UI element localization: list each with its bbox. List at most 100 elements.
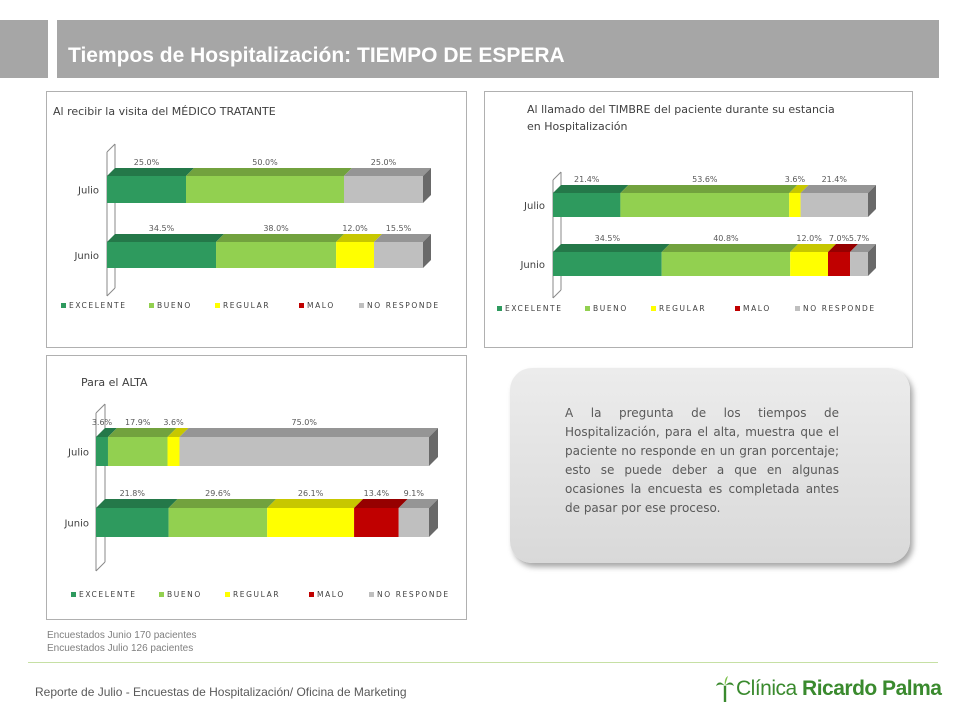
data-label-excelente-junio: 34.5% [595, 234, 621, 243]
bar-side-julio [423, 168, 431, 203]
bar-top-excelente-junio [107, 234, 225, 242]
page-title: Tiempos de Hospitalización: TIEMPO DE ES… [68, 44, 565, 67]
data-label-no-responde-julio: 25.0% [371, 158, 397, 167]
data-label-excelente-junio: 34.5% [149, 224, 175, 233]
bar-top-regular-julio [167, 428, 189, 437]
bar-top-bueno-julio [620, 185, 798, 193]
chart-medico-svg: Julio 25.0% 50.0% 25.0% Junio 34.5% 38.0% 12.0%… [61, 143, 440, 310]
data-label-bueno-junio: 29.6% [205, 489, 231, 498]
bar-top-excelente-julio [107, 168, 194, 176]
bar-excelente-julio [107, 176, 186, 203]
header-bar [57, 20, 939, 78]
axis-top-edge [95, 403, 106, 414]
logo-wordmark: Clínica Ricardo Palma [736, 677, 942, 701]
bar-top-no-responde-julio [800, 185, 876, 193]
bar-top-bueno-junio [216, 234, 345, 242]
legend-label-malo: MALO [307, 301, 335, 310]
data-label-regular-julio: 3.6% [785, 175, 806, 184]
note-text: A la pregunta de los tiempos de Hospital… [565, 406, 839, 515]
bar-top-bueno-junio [661, 244, 799, 252]
legend-label-malo: MALO [743, 304, 771, 313]
data-label-bueno-julio: 50.0% [252, 158, 278, 167]
logo-word-name: Ricardo Palma [796, 677, 942, 700]
legend-swatch-no-responde [369, 592, 374, 597]
legend-label-malo: MALO [317, 590, 345, 599]
bar-top-no-responde-junio [850, 244, 876, 252]
legend-label-bueno: BUENO [593, 304, 628, 313]
data-label-bueno-julio: 53.6% [692, 175, 718, 184]
bar-top-regular-junio [790, 244, 836, 252]
bar-excelente-junio [107, 242, 217, 268]
category-label-julio: Julio [523, 201, 545, 212]
bar-side-junio [423, 234, 431, 268]
legend-label-no-responde: NO RESPONDE [367, 301, 440, 310]
legend-swatch-bueno [149, 303, 154, 308]
data-label-bueno-junio: 40.8% [713, 234, 739, 243]
bar-excelente-junio [553, 252, 662, 276]
chart-panel-alta: Para el ALTA Julio 3.6% 17.9% 3.6% 75.0% Juni… [46, 355, 467, 620]
legend-label-regular: REGULAR [659, 304, 706, 313]
bar-top-no-responde-julio [344, 168, 431, 176]
bar-top-bueno-julio [186, 168, 352, 176]
axis-bottom-edge [106, 287, 116, 297]
legend-label-excelente: EXCELENTE [79, 590, 137, 599]
legend-swatch-regular [215, 303, 220, 308]
bar-top-excelente-junio [553, 244, 670, 252]
note-callout [510, 368, 910, 563]
axis-top-edge [106, 143, 116, 153]
bar-top-excelente-julio [553, 185, 629, 193]
bar-top-bueno-julio [107, 428, 177, 437]
bar-regular-junio [790, 252, 828, 276]
bar-top-malo-junio [827, 244, 859, 252]
legend-swatch-malo [735, 306, 740, 311]
legend-label-no-responde: NO RESPONDE [377, 590, 450, 599]
bar-bueno-julio [620, 193, 790, 217]
bar-bueno-junio [168, 508, 268, 537]
data-label-no-responde-julio: 75.0% [292, 418, 318, 427]
bar-top-excelente-junio [96, 499, 178, 508]
data-label-excelente-junio: 21.8% [120, 489, 146, 498]
category-label-junio: Junio [63, 519, 89, 530]
footer-text: Reporte de Julio - Encuestas de Hospital… [35, 685, 407, 699]
data-label-bueno-junio: 38.0% [263, 224, 289, 233]
legend-label-bueno: BUENO [157, 301, 192, 310]
data-label-excelente-julio: 25.0% [134, 158, 160, 167]
bar-no-responde-julio [800, 193, 868, 217]
bar-no-responde-junio [850, 252, 868, 276]
bar-side-julio [429, 428, 438, 466]
chart-panel-timbre: Al llamado del TIMBRE del paciente duran… [484, 91, 913, 348]
bar-side-julio [868, 185, 876, 217]
bar-excelente-julio [553, 193, 621, 217]
data-label-regular-junio: 26.1% [298, 489, 324, 498]
bar-regular-julio [789, 193, 801, 217]
legend-swatch-excelente [61, 303, 66, 308]
legend-swatch-bueno [159, 592, 164, 597]
data-label-no-responde-junio: 5.7% [849, 234, 870, 243]
bar-bueno-junio [216, 242, 337, 268]
data-label-regular-junio: 12.0% [342, 224, 368, 233]
data-label-malo-junio: 13.4% [364, 489, 390, 498]
bar-no-responde-junio [374, 242, 423, 268]
data-label-regular-junio: 12.0% [796, 234, 822, 243]
header-accent-block [0, 20, 48, 78]
bar-regular-junio [267, 508, 355, 537]
bar-top-regular-julio [789, 185, 809, 193]
bar-top-bueno-junio [168, 499, 277, 508]
category-label-junio: Junio [73, 251, 99, 262]
footer-divider [28, 662, 938, 663]
bar-regular-junio [336, 242, 375, 268]
legend-label-regular: REGULAR [223, 301, 270, 310]
legend-swatch-no-responde [359, 303, 364, 308]
chart-alta-svg: Julio 3.6% 17.9% 3.6% 75.0% Junio 21.8% 29.6% 26… [63, 403, 450, 599]
bar-side-junio [429, 499, 438, 537]
chart-title: Para el ALTA [81, 376, 148, 389]
chart-title: Al recibir la visita del MÉDICO TRATANTE [53, 105, 276, 118]
category-label-junio: Junio [519, 260, 545, 271]
bar-top-no-responde-junio [374, 234, 431, 242]
legend-swatch-regular [651, 306, 656, 311]
chart-timbre-svg: Julio 21.4% 53.6% 3.6% 21.4% Junio 34.5% 40.8% 1… [497, 171, 876, 313]
data-label-no-responde-junio: 9.1% [404, 489, 425, 498]
legend-label-excelente: EXCELENTE [505, 304, 563, 313]
logo-word-clinica: Clínica [736, 677, 797, 700]
bar-bueno-julio [107, 437, 168, 466]
